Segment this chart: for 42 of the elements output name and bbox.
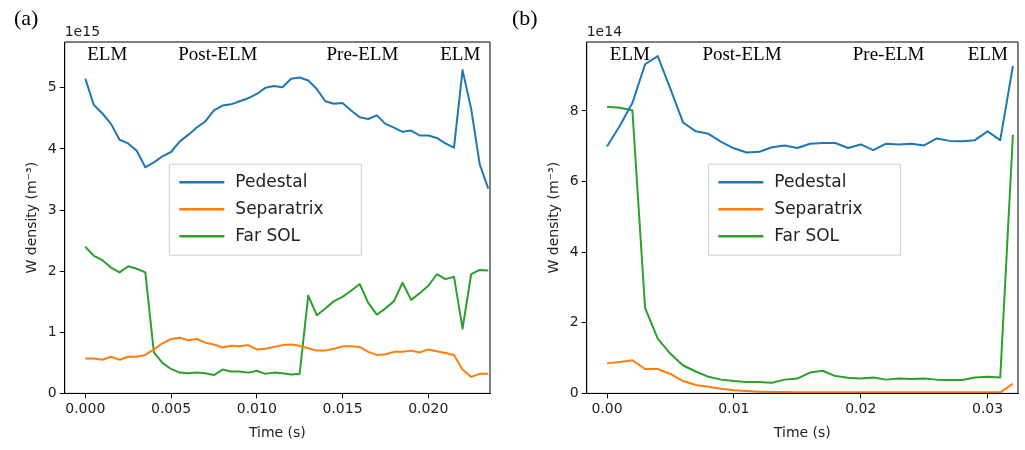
y-tick-label: 2 — [47, 261, 57, 278]
x-tick-label: 0.03 — [971, 400, 1004, 417]
x-tick-label: 0.01 — [718, 400, 750, 417]
x-axis-title: Time (s) — [772, 424, 831, 441]
legend-label: Far SOL — [774, 224, 840, 245]
y-tick-label: 4 — [47, 139, 57, 156]
annotation: ELM — [87, 43, 128, 65]
y-tick-label: 3 — [47, 200, 57, 217]
y-tick-label: 0 — [47, 384, 57, 401]
annotation: Pre-ELM — [852, 43, 925, 65]
x-tick-label: 0.02 — [845, 400, 877, 417]
annotation: Post-ELM — [178, 43, 258, 65]
x-tick-label: 0.020 — [408, 400, 449, 417]
chart-title: (a) — [14, 4, 39, 30]
legend-label: Far SOL — [235, 224, 301, 245]
y-tick-label: 0 — [569, 384, 579, 401]
y-tick-label: 2 — [569, 313, 579, 330]
y-tick-label: 1 — [47, 322, 57, 339]
annotation: ELM — [967, 43, 1008, 65]
legend-label: Separatrix — [774, 197, 863, 218]
y-axis-title: W density (m⁻³) — [23, 161, 40, 274]
text: 1e14 — [586, 22, 623, 39]
x-tick-label: 0.015 — [322, 400, 363, 417]
annotation: Pre-ELM — [326, 43, 399, 65]
x-axis-title: Time (s) — [247, 424, 306, 441]
legend-label: Pedestal — [235, 170, 308, 191]
y-axis-title: W density (m⁻³) — [545, 161, 562, 274]
x-tick-label: 0.010 — [236, 400, 277, 417]
annotation: ELM — [609, 43, 650, 65]
annotation: Post-ELM — [702, 43, 782, 65]
x-tick-label: 0.005 — [150, 400, 192, 417]
y-tick-label: 8 — [569, 101, 579, 118]
x-tick-label: 0.00 — [591, 400, 623, 417]
y-tick-label: 5 — [47, 78, 57, 95]
annotation: ELM — [440, 43, 481, 65]
legend-label: Separatrix — [235, 197, 324, 218]
legend-label: Pedestal — [774, 170, 847, 191]
x-tick-label: 0.000 — [65, 400, 106, 417]
y-tick-label: 6 — [569, 172, 579, 189]
text: 1e15 — [64, 22, 101, 39]
chart-title: (b) — [512, 4, 538, 30]
y-tick-label: 4 — [569, 242, 579, 259]
